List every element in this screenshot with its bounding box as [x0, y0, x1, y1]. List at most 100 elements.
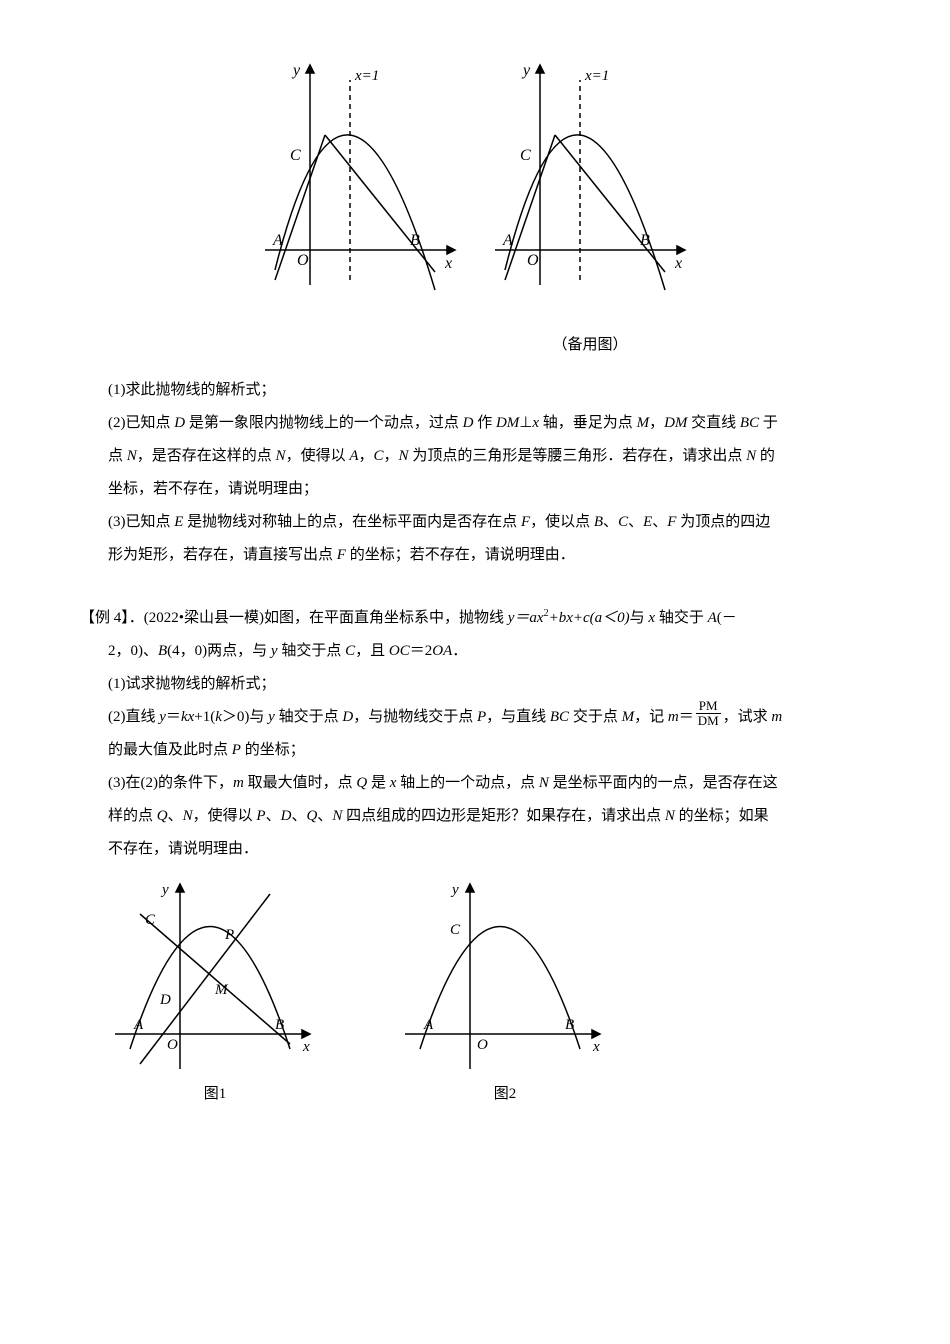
t: 是抛物线对称轴上的点，在坐标平面内是否存在点 [183, 514, 521, 530]
t: 四点组成的四边形是矩形？如果存在，请求出点 [342, 808, 665, 824]
t: 轴，垂足为点 [539, 415, 637, 431]
t: (3)在(2)的条件下， [108, 775, 233, 791]
v: BC [740, 415, 759, 431]
v: B [594, 514, 603, 530]
svg-text:P: P [224, 927, 234, 943]
p1-q1: (1)求此抛物线的解析式； [108, 374, 870, 407]
t: 轴交于点 [275, 709, 343, 725]
t: 交直线 [687, 415, 740, 431]
v: C [345, 643, 355, 659]
v: +bx+c(a＜0) [549, 610, 630, 626]
t: ， [384, 448, 399, 464]
svg-text:C: C [290, 147, 301, 164]
svg-text:y: y [521, 62, 531, 79]
v: y [159, 709, 166, 725]
svg-text:x: x [674, 255, 682, 272]
v: DM [496, 415, 519, 431]
t: 点 [108, 448, 127, 464]
v: N [332, 808, 342, 824]
t: 2，0)、 [108, 643, 158, 659]
t: 的坐标；若不存在，请说明理由． [346, 547, 575, 563]
v: D [463, 415, 474, 431]
t: 坐标，若不存在，请说明理由； [108, 481, 318, 497]
svg-text:C: C [145, 912, 156, 928]
ex4-q1: (1)试求抛物线的解析式； [108, 668, 870, 701]
v: D [342, 709, 353, 725]
figure-2-wrap: A B C O x y 图2 [400, 874, 610, 1111]
t: ＝2 [410, 643, 433, 659]
v: N [127, 448, 137, 464]
t: 是第一象限内抛物线上的一个动点，过点 [185, 415, 463, 431]
t: 、 [652, 514, 667, 530]
t: ＞0)与 [222, 709, 268, 725]
ex4-q2: (2)直线 y＝kx+1(k＞0)与 y 轴交于点 D，与抛物线交于点 P，与直… [108, 701, 870, 767]
t: 、 [603, 514, 618, 530]
t: (2022•梁山县一模)如图，在平面直角坐标系中，抛物线 [144, 610, 508, 626]
v: E [643, 514, 652, 530]
v: OA [432, 643, 452, 659]
v: D [174, 415, 185, 431]
svg-text:C: C [520, 147, 531, 164]
ex4-q3: (3)在(2)的条件下，m 取最大值时，点 Q 是 x 轴上的一个动点，点 N … [108, 767, 870, 866]
v: P [232, 742, 241, 758]
v: P [256, 808, 265, 824]
svg-text:A: A [133, 1017, 144, 1033]
t: 是坐标平面内的一点，是否存在这 [549, 775, 778, 791]
top-figure-row: A B C O x y x=1 A B C O x y x=1 [80, 50, 870, 362]
v: k [215, 709, 222, 725]
v: N [399, 448, 409, 464]
t: ＝ [166, 709, 181, 725]
t: ＝ [679, 709, 694, 725]
v: F [521, 514, 530, 530]
t: ． [452, 643, 467, 659]
figure2-caption: 图2 [494, 1078, 517, 1111]
v: N [183, 808, 193, 824]
v: A [349, 448, 358, 464]
t: 为顶点的四边 [676, 514, 770, 530]
v: M [637, 415, 650, 431]
v: N [665, 808, 675, 824]
t: 的 [756, 448, 775, 464]
t: ， [359, 448, 374, 464]
svg-text:x=1: x=1 [584, 68, 609, 84]
t: 于 [759, 415, 778, 431]
v: Q [306, 808, 317, 824]
t: 是 [367, 775, 390, 791]
perp: ⊥ [519, 415, 532, 431]
t: (2)已知点 [108, 415, 174, 431]
t: 的坐标；如果 [675, 808, 769, 824]
svg-text:B: B [410, 232, 420, 249]
v: m [668, 709, 679, 725]
t: 轴上的一个动点，点 [396, 775, 539, 791]
example-4: 【例 4】．(2022•梁山县一模)如图，在平面直角坐标系中，抛物线 y＝ax2… [80, 602, 870, 635]
v: BC [550, 709, 569, 725]
v: Q [157, 808, 168, 824]
t: 与 [630, 610, 649, 626]
t: ，是否存在这样的点 [137, 448, 276, 464]
t: 作 [473, 415, 496, 431]
frac-den: DM [696, 714, 721, 728]
parabola-figure-right: A B C O x y x=1 [485, 50, 695, 310]
svg-text:B: B [565, 1017, 574, 1033]
svg-text:A: A [272, 232, 283, 249]
t: ， [649, 415, 664, 431]
v: N [746, 448, 756, 464]
t: ，使得以 [193, 808, 257, 824]
svg-text:A: A [423, 1017, 434, 1033]
svg-text:x: x [592, 1039, 600, 1055]
fraction-pm-dm: PMDM [696, 699, 721, 729]
t: ，使以点 [530, 514, 594, 530]
svg-text:B: B [275, 1017, 284, 1033]
svg-text:y: y [160, 882, 169, 898]
v: M [622, 709, 635, 725]
svg-text:M: M [214, 982, 229, 998]
svg-text:x: x [302, 1039, 310, 1055]
t: 的最大值及此时点 [108, 742, 232, 758]
t: (－ [717, 610, 737, 626]
t: ，使得以 [286, 448, 350, 464]
svg-text:x=1: x=1 [354, 68, 379, 84]
figure1-caption: 图1 [204, 1078, 227, 1111]
svg-text:O: O [297, 252, 309, 269]
p1-q3: (3)已知点 E 是抛物线对称轴上的点，在坐标平面内是否存在点 F，使以点 B、… [108, 506, 870, 572]
t: 轴交于点 [278, 643, 346, 659]
